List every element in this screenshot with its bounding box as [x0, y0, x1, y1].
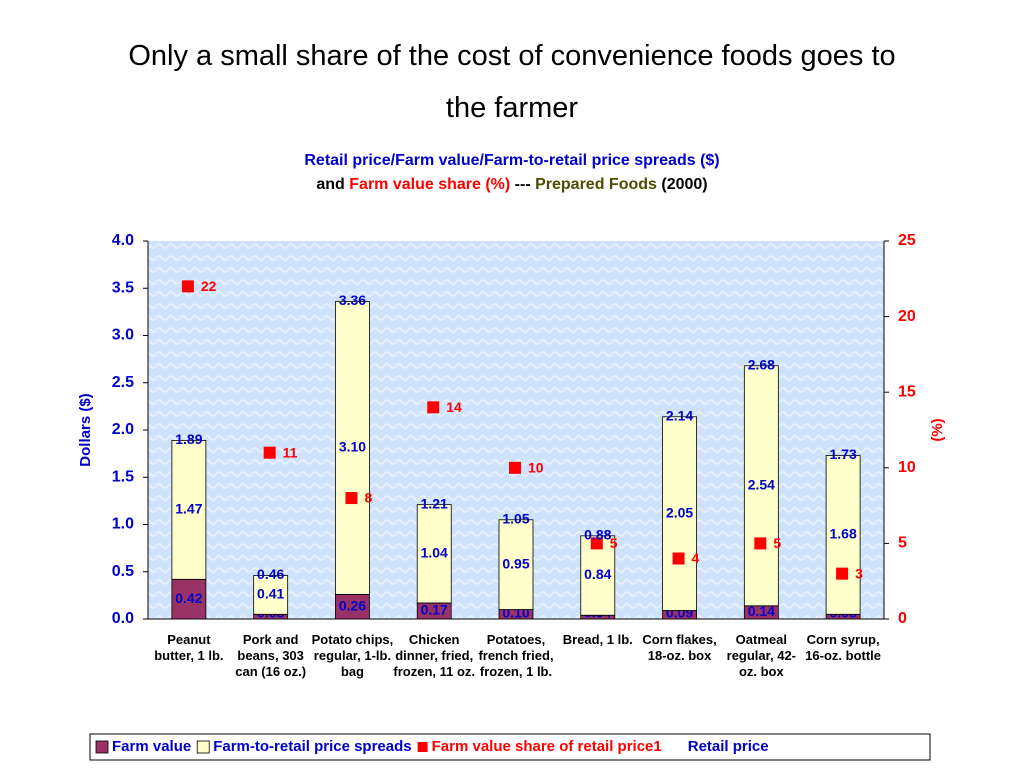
retail-label: 1.89: [175, 431, 202, 447]
data-label: 1.04: [421, 544, 448, 560]
y-tick-label: 0.5: [112, 563, 134, 580]
data-label: 0.14: [748, 603, 775, 619]
subtitle-part: (2000): [661, 176, 708, 193]
share-label: 5: [773, 535, 781, 551]
bar-segment: [335, 301, 370, 595]
share-label: 22: [201, 278, 217, 294]
subtitle-part: Retail price/Farm value/Farm-to-retail p…: [304, 152, 720, 169]
subtitle-line: and Farm value share (%) --- Prepared Fo…: [0, 176, 1024, 194]
y2-tick-label: 25: [898, 232, 916, 249]
x-tick-label: Corn syrup, 16-oz. bottle: [805, 632, 882, 663]
share-label: 14: [446, 399, 462, 415]
x-tick-label: Corn flakes, 18-oz. box: [642, 632, 717, 663]
data-label: 2.54: [748, 476, 775, 492]
legend-swatch: [95, 740, 109, 754]
y2-tick-label: 5: [898, 535, 907, 552]
y2-tick-label: 10: [898, 459, 916, 476]
y-tick-label: 3.5: [112, 279, 134, 296]
legend-swatch: [417, 742, 428, 752]
x-tick-label: Chicken dinner, fried, frozen, 11 oz.: [393, 632, 476, 679]
data-label: 0.26: [339, 597, 366, 613]
y2-tick-label: 15: [898, 383, 916, 400]
y-tick-label: 2.0: [112, 421, 134, 438]
subtitle-part: ---: [514, 176, 531, 193]
y-tick-label: 0.0: [112, 610, 134, 627]
y-tick-label: 1.0: [112, 516, 134, 533]
y-axis-label: Dollars ($): [77, 393, 94, 466]
legend-swatch: [196, 740, 210, 754]
share-marker: [590, 537, 603, 550]
subtitle-line: Retail price/Farm value/Farm-to-retail p…: [0, 152, 1024, 170]
subtitle-part: and: [316, 176, 345, 193]
share-marker: [427, 401, 440, 414]
x-tick-label: Potato chips, regular, 1-lb. bag: [311, 632, 394, 679]
y2-tick-label: 20: [898, 308, 916, 325]
data-label: 3.10: [339, 439, 366, 455]
legend-label: Farm value: [112, 738, 191, 755]
y-tick-label: 4.0: [112, 232, 134, 249]
bar-segment: [335, 594, 370, 620]
share-label: 8: [364, 490, 372, 506]
retail-label: 0.46: [257, 566, 284, 582]
share-label: 10: [528, 460, 544, 476]
share-label: 5: [610, 535, 618, 551]
x-tick-label: Peanut butter, 1 lb.: [154, 632, 224, 663]
legend-box: [89, 733, 931, 761]
share-marker: [836, 567, 849, 580]
y2-tick-label: 0: [898, 610, 907, 627]
data-label: 0.17: [421, 602, 448, 618]
bar-segment: [171, 578, 207, 620]
chart-title: Only a small share of the cost of conven…: [128, 40, 896, 124]
x-tick-label: Oatmeal regular, 42-oz. box: [726, 632, 797, 679]
data-label: 0.95: [502, 555, 529, 571]
retail-label: 3.36: [339, 292, 366, 308]
legend-label: Farm-to-retail price spreads: [213, 738, 411, 755]
share-marker: [181, 280, 194, 293]
share-marker: [754, 537, 767, 550]
subtitle-part: Farm value share (%): [349, 176, 511, 193]
x-tick-label: Bread, 1 lb.: [562, 632, 633, 647]
bar-segment: [253, 575, 289, 615]
retail-label: 1.05: [502, 510, 529, 526]
y-tick-label: 1.5: [112, 468, 134, 485]
retail-label: 1.21: [421, 495, 448, 511]
bar-segment: [743, 365, 779, 607]
data-label: 1.47: [175, 501, 202, 517]
bar-segment: [171, 439, 207, 580]
data-label: 2.05: [666, 504, 693, 520]
y2-axis-label: (%): [929, 418, 946, 441]
retail-label: 2.68: [748, 356, 775, 372]
y-tick-label: 2.5: [112, 374, 134, 391]
share-marker: [672, 552, 685, 565]
retail-label: 0.88: [584, 527, 611, 543]
y-tick-label: 3.0: [112, 327, 134, 344]
share-marker: [509, 461, 521, 474]
subtitle-part: Prepared Foods: [535, 176, 657, 193]
data-label: 0.41: [257, 586, 284, 602]
bar-segment: [416, 504, 452, 604]
share-label: 4: [692, 550, 700, 566]
retail-label: 2.14: [666, 407, 693, 423]
bar-segment: [825, 455, 861, 615]
data-label: 0.84: [584, 566, 611, 582]
share-marker: [263, 446, 276, 459]
bar-segment: [498, 519, 534, 610]
share-marker: [345, 492, 358, 505]
data-label: 0.42: [175, 590, 202, 606]
data-label: 1.68: [829, 526, 856, 542]
bar-segment: [662, 416, 697, 611]
x-tick-label: Potatoes, french fried, frozen, 1 lb.: [478, 632, 554, 679]
legend-label: Farm value share of retail price1: [432, 738, 662, 755]
legend-label: Retail price: [688, 738, 769, 755]
share-label: 3: [855, 565, 863, 581]
share-label: 11: [283, 444, 298, 460]
x-tick-label: Pork and beans, 303 can (16 oz.): [235, 632, 307, 679]
retail-label: 1.73: [829, 446, 856, 462]
